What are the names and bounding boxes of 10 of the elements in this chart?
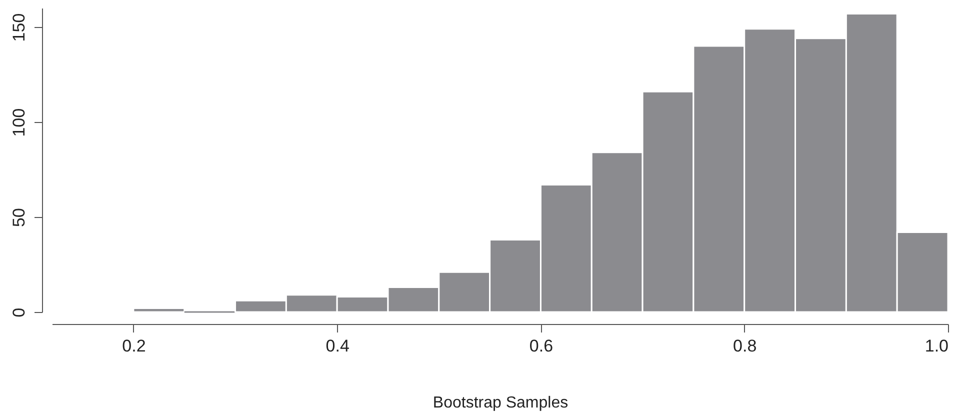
y-tick-label: 150: [10, 13, 28, 42]
x-tick-label: 0.8: [733, 336, 757, 356]
x-tick-label: 0.2: [122, 336, 146, 356]
x-tick-label: 0.6: [529, 336, 554, 356]
y-tick-label: 50: [10, 208, 28, 227]
x-tick-label: 0.4: [326, 336, 350, 356]
y-tick-label: 100: [10, 108, 28, 137]
y-tick-label: 0: [10, 308, 28, 318]
x-axis-title: Bootstrap Samples: [432, 394, 568, 412]
x-tick-label: 1.0: [924, 336, 948, 356]
